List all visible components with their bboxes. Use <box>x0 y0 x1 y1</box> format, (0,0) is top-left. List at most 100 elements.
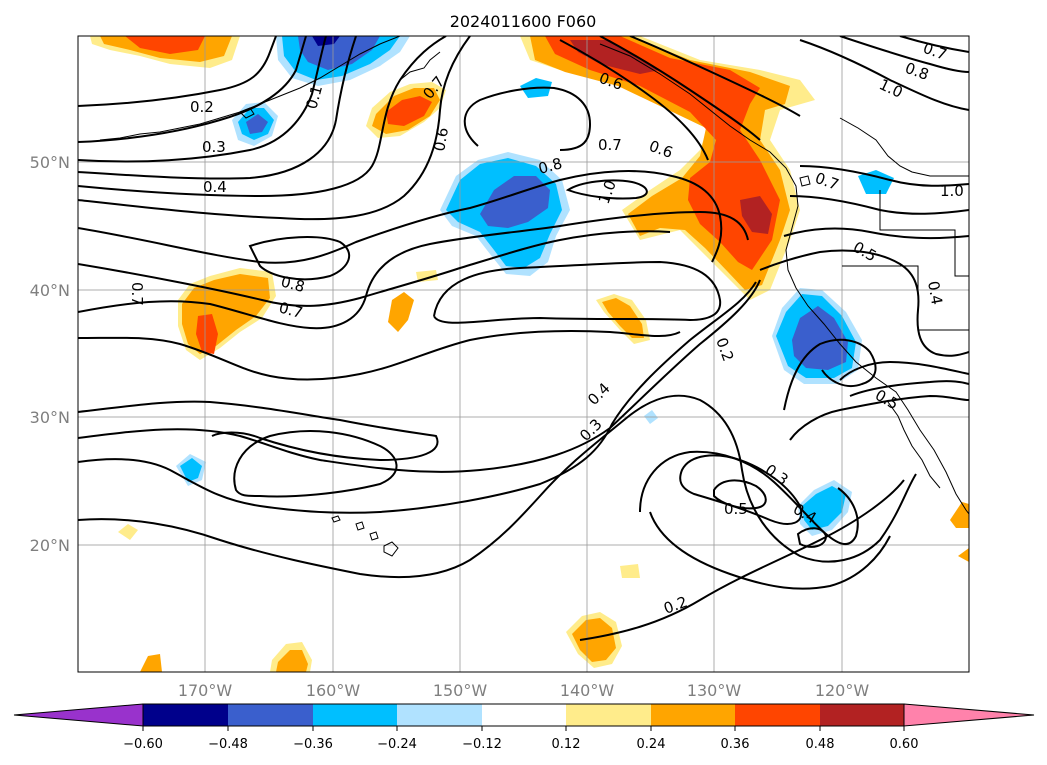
colorbar-tick-label: 0.24 <box>637 737 666 752</box>
lat-label: 30°N <box>30 408 70 427</box>
contour-label: 0.7 <box>598 136 622 154</box>
contour-line <box>639 450 859 545</box>
contour-line <box>559 39 709 161</box>
contour-line <box>78 36 471 221</box>
colorbar-bin <box>566 704 651 726</box>
colorbar-under-extension <box>13 703 144 727</box>
positive-anomaly-region <box>545 36 780 270</box>
contour-line <box>579 479 905 641</box>
contour-line <box>759 249 969 357</box>
state-border <box>839 117 969 177</box>
contour-line <box>713 479 767 510</box>
lon-label: 140°W <box>560 681 615 700</box>
colorbar-tick-label: −0.48 <box>208 737 248 752</box>
contour-line <box>78 230 671 307</box>
positive-anomaly-region <box>572 618 616 662</box>
lat-label: 20°N <box>30 536 70 555</box>
contour-line <box>78 281 757 514</box>
map-frame <box>77 35 970 673</box>
colorbar-outline <box>142 703 905 727</box>
coastline <box>399 51 441 81</box>
colorbar-tick-label: −0.60 <box>123 737 163 752</box>
colorbar-bin <box>313 704 397 726</box>
contour-line <box>649 511 891 590</box>
contour-line <box>78 170 723 264</box>
lon-label: 170°W <box>178 681 233 700</box>
colorbar-bin <box>482 704 566 726</box>
contour-label: 0.4 <box>924 280 946 307</box>
positive-anomaly-region <box>620 564 640 578</box>
contour-line <box>839 36 969 73</box>
contour-line <box>679 454 803 525</box>
contour-label: 0.2 <box>190 98 214 116</box>
lon-label: 150°W <box>433 681 488 700</box>
lon-label: 120°W <box>815 681 870 700</box>
colorbar-tick-label: 0.12 <box>552 737 581 752</box>
colorbar-bin <box>651 704 735 726</box>
map-title: 2024011600 F060 <box>450 12 597 31</box>
island <box>331 515 341 523</box>
island <box>239 107 255 119</box>
contour-line <box>78 36 277 107</box>
contour-line <box>78 329 681 381</box>
contour-line <box>783 227 969 240</box>
colorbar-bin <box>397 704 482 726</box>
colorbar-bin <box>820 704 904 726</box>
negative-anomaly-region <box>246 114 268 134</box>
contour-label: 0.6 <box>430 126 452 153</box>
coastlines <box>99 36 969 557</box>
island <box>383 541 399 557</box>
contour-line <box>433 260 722 324</box>
positive-anomaly-region <box>386 96 432 126</box>
coastline <box>887 401 941 489</box>
colorbar-bin <box>143 704 228 726</box>
contour-line <box>78 394 917 578</box>
positive-anomaly-region <box>740 196 772 234</box>
coastline <box>599 43 969 515</box>
island <box>369 531 379 541</box>
positive-anomaly-region <box>950 502 969 528</box>
positive-anomaly-region <box>958 548 969 562</box>
colorbar-bin <box>228 704 313 726</box>
colorbar-tick-label: −0.12 <box>462 737 502 752</box>
negative-anomaly-region <box>858 170 894 194</box>
colorbar-tick-label: 0.48 <box>806 737 835 752</box>
contour-line <box>839 360 969 381</box>
island <box>355 521 365 531</box>
island <box>799 175 811 187</box>
contour-line <box>78 36 307 143</box>
contour-label: 0.5 <box>724 500 748 518</box>
contour-line <box>78 210 749 330</box>
negative-anomaly-region <box>180 458 202 482</box>
contour-line <box>78 279 761 473</box>
contour-line <box>78 36 357 180</box>
state-border <box>842 265 969 331</box>
contour-lines <box>78 36 969 641</box>
positive-anomaly-region <box>118 524 138 540</box>
positive-anomaly-region <box>196 314 218 354</box>
contour-label: 0.7 <box>128 282 146 306</box>
contour-line <box>78 400 439 462</box>
contour-line <box>248 236 351 281</box>
positive-anomaly-region <box>602 298 644 338</box>
negative-anomaly-region <box>792 306 848 370</box>
contour-label: 0.8 <box>279 272 307 296</box>
contour-line <box>233 430 398 498</box>
colorbar-ticks <box>142 726 905 731</box>
colorbar-over-extension <box>903 703 1035 727</box>
contour-line <box>463 86 592 151</box>
positive-anomaly-region <box>125 36 205 54</box>
colorbar-bin <box>735 704 820 726</box>
colorbar-tick-label: 0.60 <box>890 737 919 752</box>
colorbar-tick-label: 0.36 <box>721 737 750 752</box>
negative-anomaly-region <box>802 486 846 530</box>
contour-line <box>849 380 969 397</box>
state-border <box>879 190 969 277</box>
contour-label: 0.8 <box>536 154 564 178</box>
lon-label: 130°W <box>687 681 742 700</box>
contour-line <box>899 36 969 53</box>
longitude-labels: 170°W 160°W 150°W 140°W 130°W 120°W <box>178 681 870 700</box>
contour-label: 0.7 <box>277 298 305 322</box>
contour-line <box>783 338 877 411</box>
map-panel: 0.2 0.3 0.4 0.7 0.6 0.8 0.7 0.6 1.0 0.6 … <box>77 35 970 673</box>
